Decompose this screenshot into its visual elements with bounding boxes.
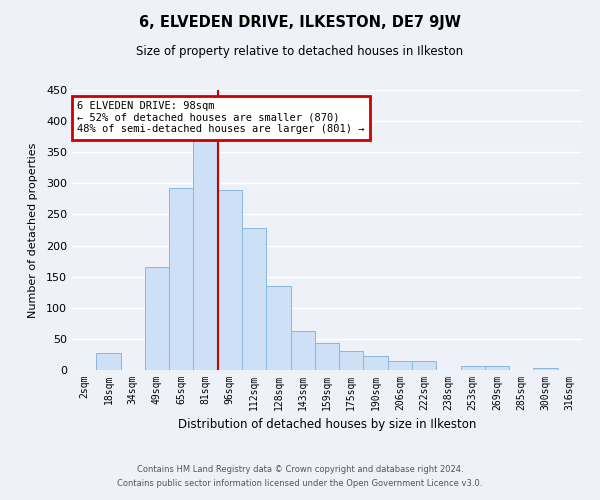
Bar (339, 352, 364, 370)
Bar (315, 343, 339, 370)
Bar (364, 356, 388, 370)
Bar (96, 352, 121, 370)
Bar (145, 268, 169, 370)
Bar (242, 228, 266, 370)
Bar (290, 332, 315, 370)
Text: Contains HM Land Registry data © Crown copyright and database right 2024.
Contai: Contains HM Land Registry data © Crown c… (118, 466, 482, 487)
Y-axis label: Number of detached properties: Number of detached properties (28, 142, 38, 318)
Bar (533, 368, 558, 370)
Bar (169, 188, 193, 370)
Bar (461, 366, 485, 370)
Text: 6, ELVEDEN DRIVE, ILKESTON, DE7 9JW: 6, ELVEDEN DRIVE, ILKESTON, DE7 9JW (139, 15, 461, 30)
X-axis label: Distribution of detached houses by size in Ilkeston: Distribution of detached houses by size … (178, 418, 476, 432)
Bar (218, 190, 242, 370)
Bar (485, 366, 509, 370)
Bar (388, 362, 412, 370)
Bar (193, 141, 218, 370)
Text: Size of property relative to detached houses in Ilkeston: Size of property relative to detached ho… (136, 45, 464, 58)
Text: 6 ELVEDEN DRIVE: 98sqm
← 52% of detached houses are smaller (870)
48% of semi-de: 6 ELVEDEN DRIVE: 98sqm ← 52% of detached… (77, 101, 364, 134)
Bar (412, 362, 436, 370)
Bar (266, 286, 290, 370)
